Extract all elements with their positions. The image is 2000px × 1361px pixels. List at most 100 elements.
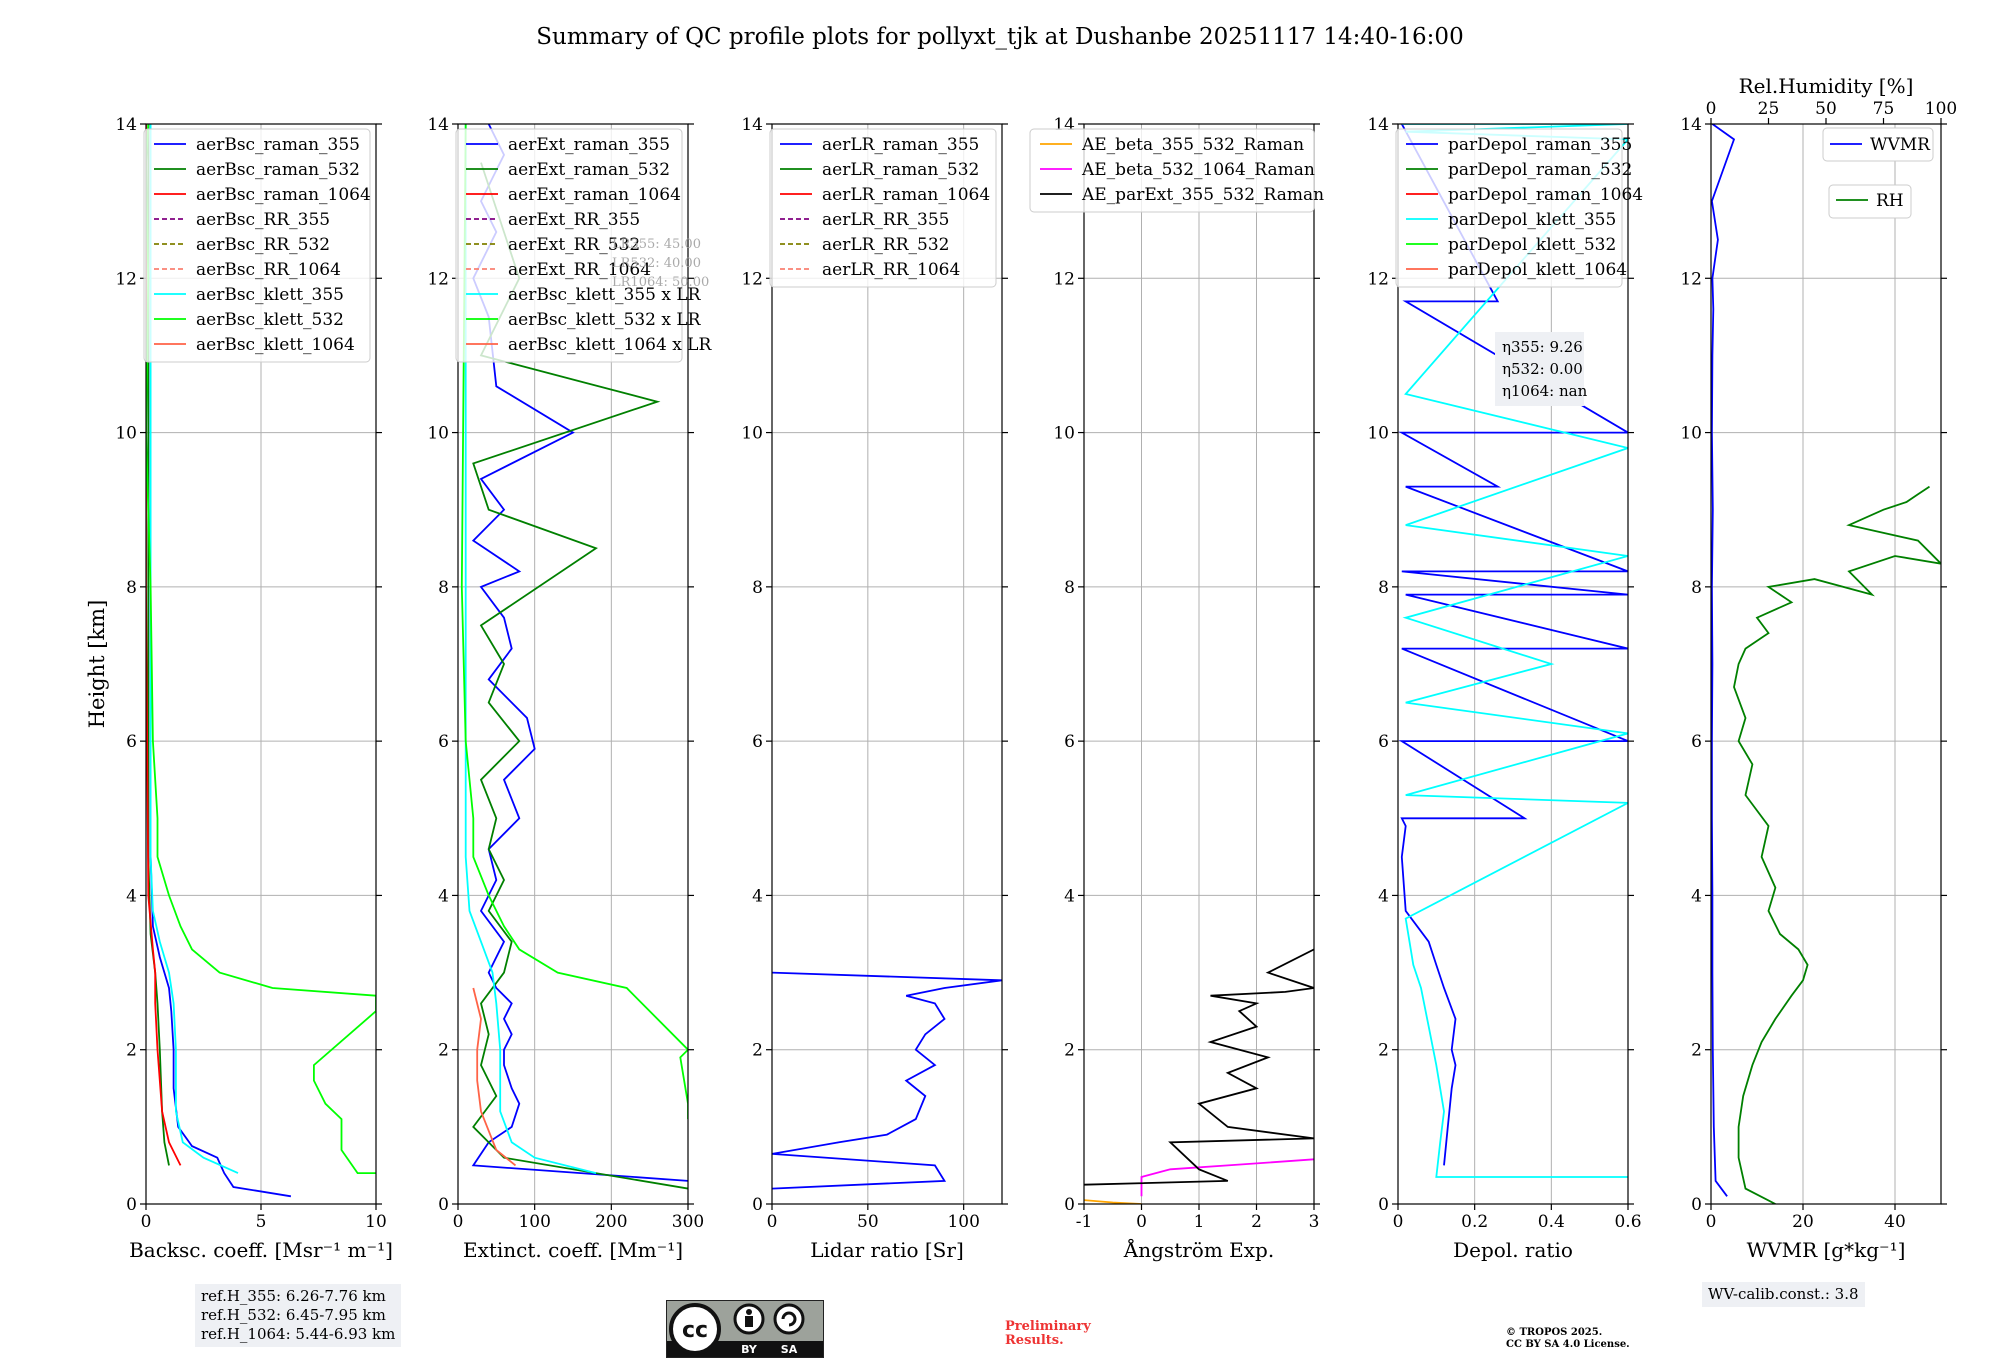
svg-text:cc: cc: [682, 1318, 708, 1343]
preliminary-results-note: Preliminary Results.: [1005, 1320, 1091, 1348]
y-tick-label: 4: [1691, 886, 1702, 906]
legend-entry: aerBsc_RR_355: [196, 210, 330, 230]
ref-height-1064: ref.H_1064: 5.44-6.93 km: [201, 1325, 396, 1343]
x-tick-label: 100: [518, 1212, 550, 1232]
legend-entry: aerLR_RR_355: [822, 210, 949, 230]
y-tick-label: 8: [1691, 578, 1702, 598]
y-tick-label: 14: [1367, 115, 1389, 135]
wv-calibration-box: WV-calib.const.: 3.8: [1702, 1282, 1865, 1307]
series-aerBsc_raman_1064: [146, 124, 182, 1166]
legend-entry: parDepol_raman_532: [1448, 160, 1632, 180]
series-RH: [1733, 485, 1941, 1204]
y-tick-label: 6: [1064, 732, 1075, 752]
legend: AE_beta_355_532_Raman AE_beta_532_1064_Ra…: [1029, 128, 1324, 213]
x-tick-label: 0: [1393, 1212, 1404, 1232]
preliminary-line-2: Results.: [1005, 1333, 1064, 1348]
y-tick-label: 6: [126, 732, 137, 752]
x-tick-label: 0.4: [1538, 1212, 1565, 1232]
x-tick-label: -1: [1076, 1212, 1093, 1232]
series-AE_parExt_355_532_Raman: [1084, 948, 1314, 1186]
series-aerExt_raman_532: [472, 162, 688, 1190]
legend-entry: aerBsc_klett_532 x LR: [508, 310, 702, 330]
legend-entry: parDepol_klett_532: [1448, 235, 1616, 255]
x-tick-label: 1: [1194, 1212, 1205, 1232]
legend-entry: aerBsc_raman_532: [196, 160, 360, 180]
y-tick-label: 0: [1064, 1195, 1075, 1215]
x-axis-label: Backsc. coeff. [Msr⁻¹ m⁻¹]: [129, 1238, 393, 1262]
y-tick-label: 4: [438, 886, 449, 906]
y-tick-label: 2: [752, 1041, 763, 1061]
legend-entry: aerExt_raman_355: [508, 135, 670, 155]
top-x-tick-label: 25: [1758, 99, 1780, 119]
y-tick-label: 4: [752, 886, 763, 906]
y-tick-label: 12: [741, 269, 763, 289]
panel-extinction: 0 100 200 300 0 2 4 6 8 10 12 14 Extinct. coeff. [Mm…: [427, 115, 712, 1262]
legend-entry: parDepol_klett_355: [1448, 210, 1616, 230]
legend-entry: parDepol_raman_355: [1448, 135, 1632, 155]
preliminary-line-1: Preliminary: [1005, 1319, 1091, 1334]
legend-frame: [455, 128, 683, 363]
legend-entry: AE_beta_532_1064_Raman: [1081, 160, 1315, 180]
legend-frame: [1029, 128, 1315, 213]
axes-frame: [771, 123, 1003, 1205]
x-tick-label: 100: [947, 1212, 979, 1232]
legend-entry: parDepol_klett_1064: [1448, 260, 1627, 280]
legend-entry: aerBsc_raman_1064: [196, 185, 371, 205]
x-axis-label: WVMR [g*kg⁻¹]: [1747, 1238, 1906, 1262]
y-tick-label: 2: [126, 1041, 137, 1061]
legend-entry: aerBsc_klett_532: [196, 310, 344, 330]
y-tick-label: 6: [1691, 732, 1702, 752]
y-tick-label: 0: [1378, 1195, 1389, 1215]
y-tick-label: 4: [1378, 886, 1389, 906]
legend: aerLR_raman_355 aerLR_raman_532 aerLR_rama…: [769, 128, 997, 288]
y-tick-label: 6: [438, 732, 449, 752]
legend-entry: aerLR_raman_1064: [822, 185, 990, 205]
lidar-ratio-annotation: LR532: 40.00: [612, 256, 701, 271]
y-tick-label: 10: [1680, 424, 1702, 444]
series-parDepol_klett_355: [1401, 124, 1628, 1178]
x-tick-label: 0: [1136, 1212, 1147, 1232]
y-tick-label: 0: [126, 1195, 137, 1215]
y-tick-label: 10: [115, 424, 137, 444]
series-AE_beta_532_1064_Raman: [1140, 1158, 1314, 1197]
wv-calib-constant: WV-calib.const.: 3.8: [1708, 1285, 1859, 1303]
y-tick-label: 4: [126, 886, 137, 906]
legend-entry: aerBsc_klett_355: [196, 285, 344, 305]
y-tick-label: 8: [438, 578, 449, 598]
legend-entry: aerExt_RR_532: [508, 235, 640, 255]
legend-entry: aerLR_raman_532: [822, 160, 979, 180]
lidar-ratio-annotation: LR355: 45.00: [612, 237, 701, 252]
x-tick-label: 50: [857, 1212, 879, 1232]
eta-box-bg: [1495, 332, 1584, 406]
panel-lidar_ratio: 0 50 100 0 2 4 6 8 10 12 14 Lidar ratio [Sr] aerLR_r…: [741, 115, 1008, 1262]
legend-entry: WVMR: [1870, 135, 1931, 155]
top-x-tick-label: 50: [1815, 99, 1837, 119]
y-tick-label: 6: [1378, 732, 1389, 752]
y-tick-label: 6: [752, 732, 763, 752]
x-tick-label: 3: [1309, 1212, 1320, 1232]
y-tick-label: 14: [427, 115, 449, 135]
y-tick-label: 14: [115, 115, 137, 135]
axes-frame: [1083, 123, 1315, 1205]
ref-height-532: ref.H_532: 6.45-7.95 km: [201, 1306, 386, 1324]
y-tick-label: 12: [115, 269, 137, 289]
panel-depol: 0 0.2 0.4 0.6 0 2 4 6 8 10 12 14 Depol. ratio parDepo…: [1367, 115, 1643, 1262]
legend-entry: aerBsc_RR_1064: [196, 260, 341, 280]
x-tick-label: 0: [767, 1212, 778, 1232]
y-tick-label: 8: [126, 578, 137, 598]
legend-frame: [143, 128, 371, 363]
x-tick-label: 0: [1706, 1212, 1717, 1232]
legend: aerBsc_raman_355 aerBsc_raman_532 aerBsc_r…: [143, 128, 371, 363]
x-tick-label: 40: [1884, 1212, 1906, 1232]
panel-backscatter: 0 5 10 0 2 4 6 8 10 12 14 Backsc. coeff. [Msr⁻¹ m⁻¹…: [115, 115, 393, 1262]
legend-frame: [1828, 184, 1912, 219]
axes-frame: [457, 123, 689, 1205]
legend: aerExt_raman_355 aerExt_raman_532 aerExt_r…: [455, 128, 712, 363]
x-axis-label: Extinct. coeff. [Mm⁻¹]: [463, 1238, 683, 1262]
y-tick-label: 10: [1053, 424, 1075, 444]
x-tick-label: 300: [672, 1212, 704, 1232]
legend-entry: aerBsc_RR_532: [196, 235, 330, 255]
legend-entry: AE_beta_355_532_Raman: [1081, 135, 1304, 155]
y-tick-label: 2: [438, 1041, 449, 1061]
